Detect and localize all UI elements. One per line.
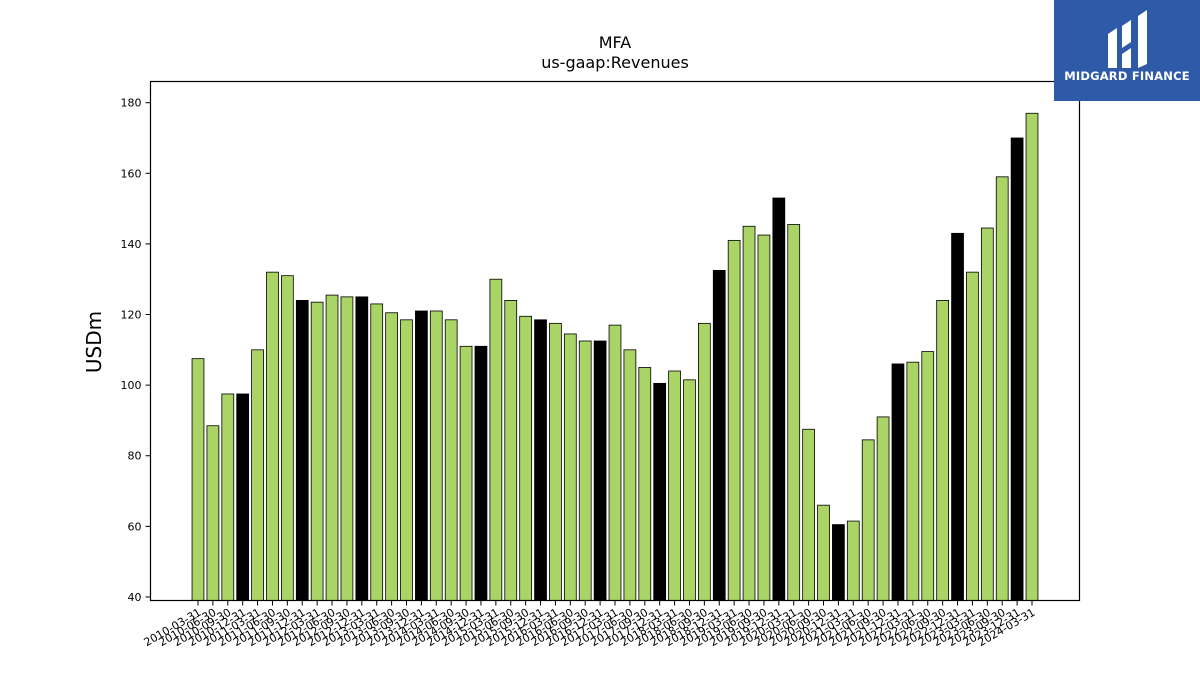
bar-2016-09-30 — [578, 340, 592, 601]
bar-2020-12-31 — [832, 524, 845, 601]
bar-2020-09-30 — [817, 504, 830, 601]
bar-2022-09-30 — [936, 299, 950, 601]
bar-2012-12-31 — [355, 296, 369, 601]
bar-2018-03-31 — [668, 370, 681, 601]
bar-2018-12-31 — [712, 269, 726, 601]
bar-2015-03-31 — [489, 278, 503, 601]
midgard-finance-logo: MIDGARD FINANCE — [1054, 0, 1200, 101]
bar-2014-09-30 — [459, 345, 473, 601]
bar-2017-09-30 — [638, 367, 652, 601]
plot-frame — [149, 80, 1081, 602]
bar-2024-03-31 — [1025, 112, 1039, 601]
bar-2018-06-30 — [683, 379, 696, 601]
chart-subtitle: us-gaap:Revenues — [541, 53, 689, 72]
bar-2014-03-31 — [429, 310, 443, 601]
bar-2015-09-30 — [519, 315, 533, 601]
bar-2022-03-31 — [906, 361, 920, 601]
bar-2022-12-31 — [951, 232, 964, 601]
bar-2010-12-31 — [236, 393, 250, 601]
bar-2022-06-30 — [921, 351, 935, 601]
bar-2015-06-30 — [504, 299, 518, 601]
bar-2013-03-31 — [370, 303, 384, 601]
chart-title: MFA — [599, 33, 632, 52]
y-tick-label: 140 — [121, 238, 142, 251]
bar-2019-12-31 — [772, 197, 786, 601]
bar-2023-03-31 — [966, 271, 979, 601]
bar-2011-09-30 — [280, 275, 294, 601]
bar-2012-03-31 — [310, 301, 324, 601]
y-tick-label: 160 — [121, 167, 142, 180]
bar-2021-12-31 — [891, 363, 905, 601]
bar-2017-12-31 — [653, 382, 667, 601]
y-tick-label: 80 — [128, 450, 142, 463]
bar-2019-06-30 — [742, 225, 756, 601]
bar-2023-09-30 — [995, 176, 1009, 601]
bar-2018-09-30 — [698, 322, 711, 601]
y-axis-label: USDm — [82, 311, 106, 373]
y-tick-label: 60 — [128, 520, 142, 533]
bar-2016-06-30 — [563, 333, 577, 601]
bar-2010-09-30 — [221, 393, 235, 601]
bar-2011-03-31 — [251, 349, 264, 601]
bar-2014-06-30 — [444, 319, 458, 601]
bar-2023-06-30 — [980, 227, 994, 601]
bar-2023-12-31 — [1010, 137, 1024, 601]
bar-2013-12-31 — [415, 310, 428, 601]
logo-text: MIDGARD FINANCE — [1064, 69, 1190, 83]
bar-2021-03-31 — [846, 520, 860, 601]
bar-2011-06-30 — [266, 271, 279, 601]
bar-2016-03-31 — [549, 322, 562, 601]
bar-2017-03-31 — [608, 324, 622, 601]
bar-2020-03-31 — [787, 224, 801, 601]
bar-2012-09-30 — [340, 296, 354, 601]
midgard-logo-mark-icon — [1108, 10, 1147, 68]
bars-group — [191, 112, 1039, 601]
bar-2011-12-31 — [295, 299, 309, 601]
bar-2021-06-30 — [861, 439, 875, 601]
y-axis: 40 60 80 100 120 140 160 180 — [121, 97, 151, 604]
y-tick-label: 40 — [128, 591, 142, 604]
bar-2021-09-30 — [876, 416, 890, 601]
bar-2010-06-30 — [206, 425, 220, 601]
bar-2013-06-30 — [385, 312, 398, 601]
y-tick-label: 100 — [121, 379, 142, 392]
bar-2013-09-30 — [400, 319, 413, 601]
bar-2012-06-30 — [325, 294, 339, 601]
bar-2019-09-30 — [757, 234, 771, 601]
bar-2015-12-31 — [534, 319, 547, 601]
y-tick-label: 120 — [121, 309, 142, 322]
bar-2020-06-30 — [802, 428, 815, 601]
bar-2019-03-31 — [727, 239, 741, 601]
x-axis: 2010-03-312010-06-302010-09-302010-12-31… — [142, 600, 1038, 649]
bar-2014-12-31 — [474, 345, 488, 601]
bar-2017-06-30 — [623, 349, 637, 601]
y-tick-label: 180 — [121, 97, 142, 110]
bar-2016-12-31 — [593, 340, 607, 601]
bar-2010-03-31 — [191, 358, 205, 601]
